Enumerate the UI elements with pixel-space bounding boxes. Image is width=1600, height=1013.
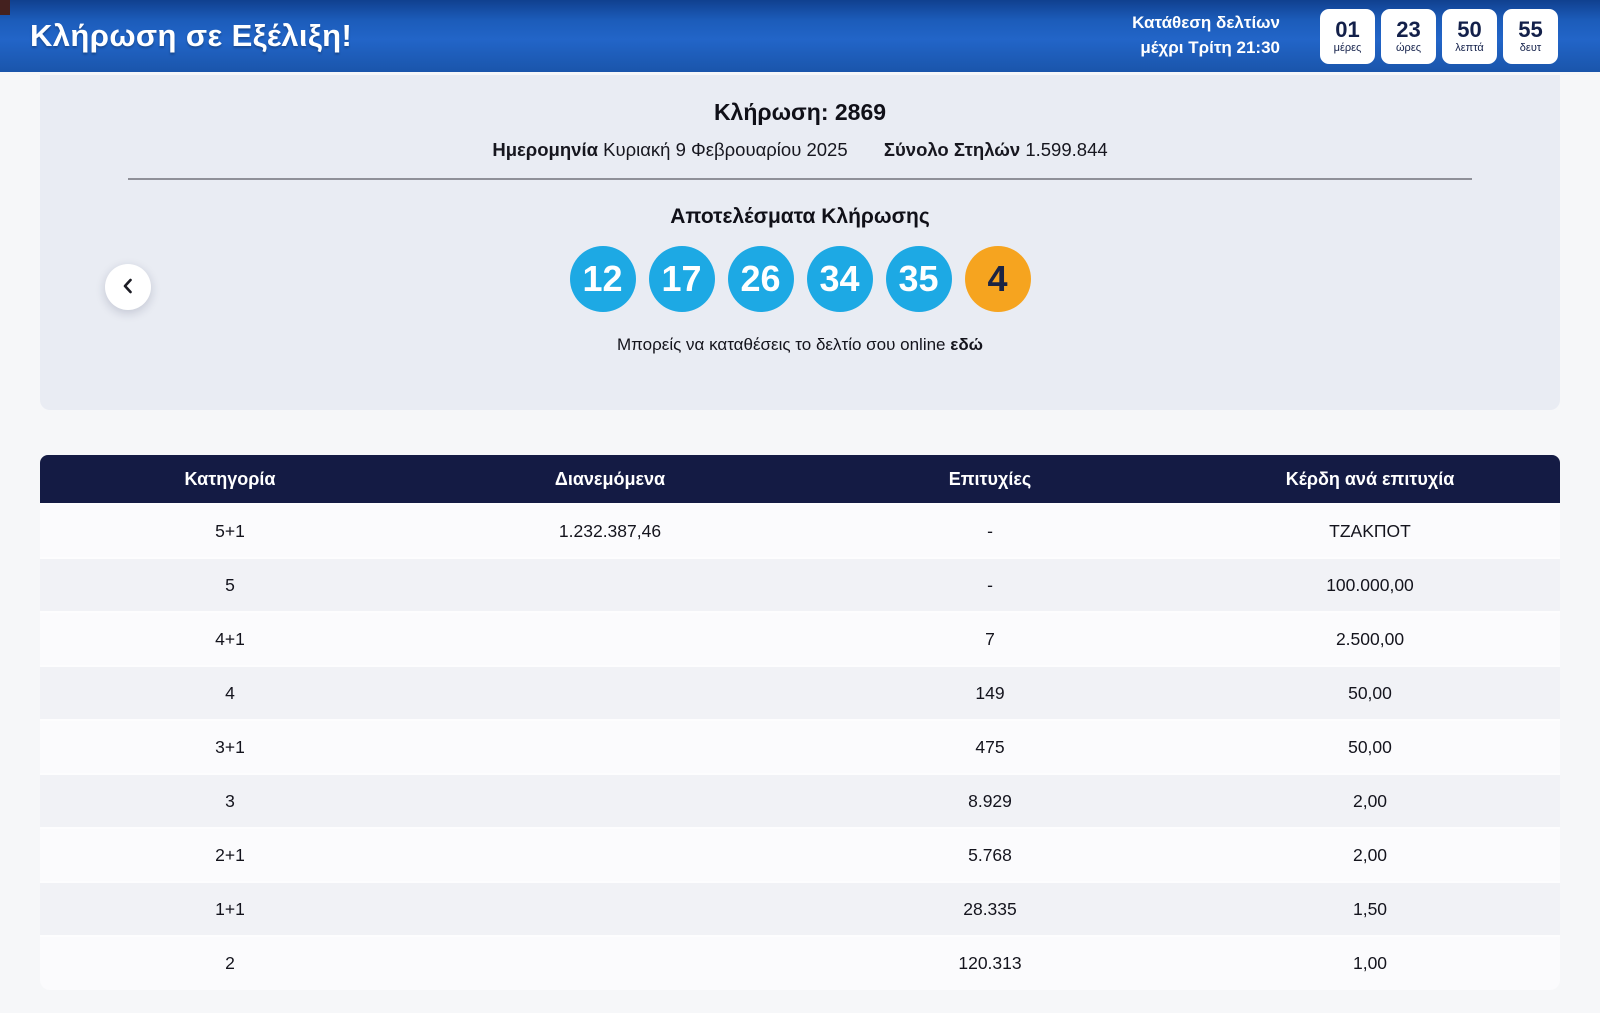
online-submit-line: Μπορείς να καταθέσεις το δελτίο σου onli… [40,335,1560,355]
draw-number-title: Κλήρωση: 2869 [713,99,887,125]
table-cell: - [987,574,993,595]
countdown-value: 50 [1457,16,1482,42]
number-ball: 17 [648,246,715,312]
draw-meta: Ημερομηνία Κυριακή 9 Φεβρουαρίου 2025 Σύ… [40,139,1560,161]
table-cell: 2 [225,953,235,973]
results-title: Αποτελέσματα Κλήρωσης [670,205,930,228]
column-header: Κέρδη ανά επιτυχία [1180,455,1560,504]
table-row: 5 - 100.000,00 [40,558,1560,612]
previous-draw-button[interactable] [105,264,151,310]
table-cell: 149 [975,682,1005,703]
table-row: 4+1 7 2.500,00 [40,612,1560,666]
table-cell: - [987,520,993,541]
column-header: Διανεμόμενα [420,455,800,504]
table-cell: 28.335 [963,898,1017,919]
table-row: 2+1 5.768 2,00 [40,828,1560,882]
column-header: Κατηγορία [40,455,420,504]
drawn-numbers: 12 17 26 34 35 4 [40,246,1560,312]
divider [128,178,1472,180]
online-here-link[interactable]: εδώ [950,335,983,354]
table-cell: 4+1 [215,628,245,649]
countdown-unit-δευτ: 55 δευτ [1503,8,1558,64]
table-cell: 7 [985,628,995,649]
columns-value: 1.599.844 [1025,139,1108,160]
online-text: Μπορείς να καταθέσεις το δελτίο σου onli… [616,335,946,354]
deadline-countdown: Κατάθεση δελτίων μέχρι Τρίτη 21:30 01 μέρ… [1132,8,1558,64]
table-cell: 2+1 [215,844,245,865]
table-cell: 3 [225,790,235,811]
table-cell [420,828,800,882]
table-cell [420,774,800,828]
countdown-label: λεπτά [1455,42,1484,55]
table-cell: ΤΖΑΚΠΟΤ [1329,520,1411,541]
countdown-unit-ώρες: 23 ώρες [1381,8,1436,64]
columns-label: Σύνολο Στηλών [883,139,1021,160]
draw-in-progress-banner: Κλήρωση σε Εξέλιξη! Κατάθεση δελτίων μέχ… [0,0,1600,72]
table-cell: 5+1 [215,520,245,541]
table-cell [420,882,800,936]
date-value: Κυριακή 9 Φεβρουαρίου 2025 [603,139,848,160]
countdown-value: 55 [1518,16,1543,42]
table-cell: 4 [225,682,235,703]
table-cell [420,720,800,774]
countdown-label: μέρες [1333,42,1362,55]
joker-ball: 4 [964,246,1031,312]
number-ball: 34 [806,246,873,312]
table-cell: 50,00 [1348,736,1392,757]
countdown-label: δευτ [1519,42,1542,55]
table-cell [420,936,800,990]
column-header: Επιτυχίες [800,455,1180,504]
table-cell: 1,00 [1352,953,1388,973]
table-cell: 50,00 [1348,682,1392,703]
table-cell: 2,00 [1352,790,1388,811]
number-ball: 26 [727,246,794,312]
chevron-left-icon [119,277,137,298]
table-cell: 2.500,00 [1335,628,1405,649]
table-cell: 5.768 [968,844,1012,865]
table-cell [420,612,800,666]
table-cell: 1.232.387,46 [558,520,662,541]
winnings-table: Κατηγορία Διανεμόμενα Επιτυχίες Κέρδη ανά ε… [40,455,1560,990]
countdown-value: 01 [1335,16,1360,42]
draw-info-card: Κλήρωση: 2869 Ημερομηνία Κυριακή 9 Φεβρο… [40,75,1560,410]
countdown-unit-μέρες: 01 μέρες [1320,8,1375,64]
table-cell: 2,00 [1352,844,1388,865]
table-row: 3+1 475 50,00 [40,720,1560,774]
table-cell: 8.929 [968,790,1012,811]
countdown-value: 23 [1396,16,1421,42]
number-ball: 35 [885,246,952,312]
countdown-boxes: 01 μέρες 23 ώρες 50 λεπτά 55 δευτ [1320,8,1558,64]
banner-title: Κλήρωση σε Εξέλιξη! [30,18,353,53]
table-cell [420,666,800,720]
table-cell: 475 [975,736,1005,757]
countdown-unit-λεπτά: 50 λεπτά [1442,8,1497,64]
table-header-row: Κατηγορία Διανεμόμενα Επιτυχίες Κέρδη ανά ε… [40,455,1560,504]
table-cell [420,558,800,612]
table-row: 5+1 1.232.387,46 - ΤΖΑΚΠΟΤ [40,504,1560,558]
date-label: Ημερομηνία [492,139,598,160]
table-cell: 3+1 [215,736,245,757]
table-cell: 5 [225,574,235,595]
table-row: 1+1 28.335 1,50 [40,882,1560,936]
table-row: 3 8.929 2,00 [40,774,1560,828]
number-ball: 12 [569,246,636,312]
table-cell: 100.000,00 [1326,574,1414,595]
corner-artifact [0,0,10,15]
table-cell: 1,50 [1352,898,1388,919]
table-cell: 1+1 [215,898,245,919]
deadline-text: Κατάθεση δελτίων μέχρι Τρίτη 21:30 [1132,13,1280,57]
table-cell: 120.313 [958,953,1022,973]
countdown-label: ώρες [1395,42,1422,55]
table-row: 2 120.313 1,00 [40,936,1560,990]
table-row: 4 149 50,00 [40,666,1560,720]
